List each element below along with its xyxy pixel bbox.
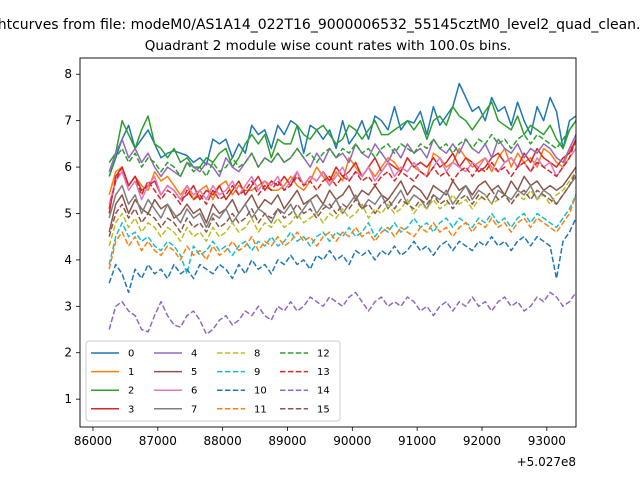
y-tick-label: 6	[64, 160, 72, 174]
series-line-15	[108, 169, 576, 237]
series-line-2	[108, 101, 576, 168]
series-layer	[108, 82, 576, 335]
series-line-0	[108, 82, 576, 177]
legend-label-1: 1	[128, 367, 134, 378]
x-tick-label: 91000	[398, 434, 436, 448]
y-tick-label: 4	[64, 253, 72, 267]
y-tick-label: 7	[64, 114, 72, 128]
x-tick-label: 92000	[463, 434, 501, 448]
legend-label-10: 10	[254, 386, 267, 397]
legend-label-9: 9	[254, 367, 260, 378]
legend-label-13: 13	[317, 367, 330, 378]
x-tick-label: 87000	[139, 434, 177, 448]
legend-label-12: 12	[317, 349, 330, 360]
y-tick-label: 5	[64, 206, 72, 220]
y-tick-label: 2	[64, 346, 72, 360]
legend-label-3: 3	[128, 404, 134, 415]
legend-label-14: 14	[317, 386, 330, 397]
tick-layer: 86000 87000 88000 89000 90000 91000 92000 93000…	[64, 67, 566, 448]
series-line-4	[108, 132, 576, 178]
series-line-11	[108, 192, 576, 270]
x-tick-label: 89000	[268, 434, 306, 448]
x-tick-label: 86000	[74, 434, 112, 448]
legend-label-6: 6	[191, 386, 197, 397]
legend-label-7: 7	[191, 404, 197, 415]
y-tick-label: 3	[64, 299, 72, 313]
series-line-12	[108, 118, 576, 178]
series-line-9	[108, 192, 576, 275]
series-line-14	[108, 291, 576, 335]
x-tick-label: 90000	[333, 434, 371, 448]
x-tick-label: 88000	[204, 434, 242, 448]
legend-label-2: 2	[128, 386, 134, 397]
y-tick-label: 8	[64, 67, 72, 81]
legend-label-11: 11	[254, 404, 267, 415]
legend-label-8: 8	[254, 349, 260, 360]
chart-title: Quadrant 2 module wise count rates with …	[145, 38, 511, 54]
figure-suptitle: Lightcurves from file: modeM0/AS1A14_022…	[0, 17, 640, 33]
series-line-13	[108, 136, 576, 209]
legend-label-5: 5	[191, 367, 197, 378]
x-offset-label: +5.027e8	[517, 455, 576, 469]
legend-label-4: 4	[191, 349, 197, 360]
series-line-5	[108, 165, 576, 233]
legend-label-0: 0	[128, 349, 134, 360]
series-line-10	[108, 215, 576, 294]
y-tick-label: 1	[64, 392, 72, 406]
legend-label-15: 15	[317, 404, 330, 415]
x-tick-label: 93000	[528, 434, 566, 448]
legend-frame	[85, 340, 341, 422]
series-line-3	[108, 136, 576, 214]
series-line-7	[108, 175, 576, 229]
plot-frame	[79, 57, 577, 428]
series-line-8	[108, 169, 576, 247]
